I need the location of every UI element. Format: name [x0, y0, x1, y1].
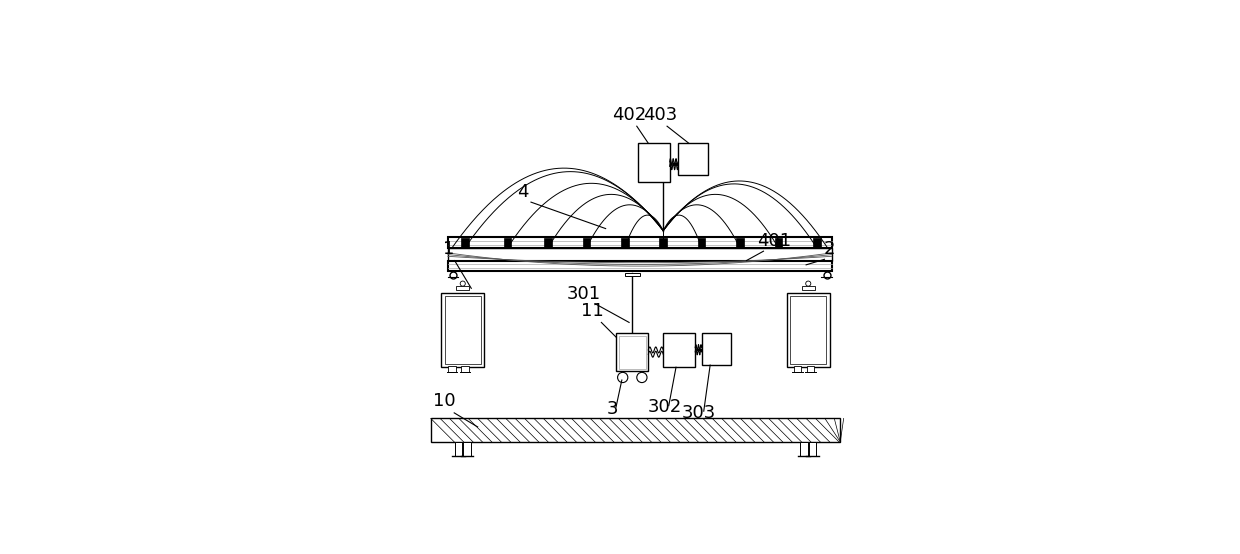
Bar	[808, 442, 816, 455]
Text: 3: 3	[606, 400, 618, 418]
Bar	[806, 366, 815, 372]
Bar	[619, 336, 646, 369]
Bar	[813, 238, 821, 248]
Bar	[583, 238, 590, 248]
Bar	[448, 260, 832, 271]
Circle shape	[806, 281, 811, 286]
Text: 401: 401	[758, 232, 791, 250]
Bar	[698, 238, 706, 248]
Bar	[441, 293, 484, 367]
Bar	[461, 238, 469, 248]
Bar	[544, 238, 552, 248]
Text: 402: 402	[613, 106, 646, 124]
Circle shape	[618, 372, 627, 383]
Bar	[461, 366, 469, 372]
Text: 10: 10	[433, 392, 456, 409]
Bar	[456, 286, 469, 290]
Text: 2: 2	[823, 240, 836, 258]
Text: 1: 1	[443, 240, 454, 258]
Bar	[616, 333, 649, 372]
Circle shape	[460, 281, 465, 286]
Bar	[503, 238, 511, 248]
Bar	[678, 143, 708, 175]
Bar	[455, 442, 463, 455]
Text: 4: 4	[517, 183, 528, 201]
Bar	[637, 143, 670, 182]
Bar	[702, 333, 732, 365]
Text: 11: 11	[580, 302, 604, 320]
Text: 302: 302	[647, 398, 682, 416]
Text: 403: 403	[644, 106, 677, 124]
Bar	[737, 238, 744, 248]
Bar	[794, 366, 801, 372]
Text: 301: 301	[567, 285, 600, 303]
Bar	[775, 238, 782, 248]
Bar	[787, 293, 830, 367]
Bar	[464, 442, 471, 455]
Circle shape	[637, 372, 647, 383]
Bar	[790, 296, 826, 364]
Bar	[800, 442, 807, 455]
Bar	[802, 286, 815, 290]
Bar	[448, 248, 832, 260]
Bar	[663, 333, 696, 367]
Bar	[660, 238, 667, 248]
Bar	[448, 366, 456, 372]
Bar	[448, 237, 832, 248]
Bar	[621, 238, 629, 248]
Bar	[445, 296, 481, 364]
Text: 303: 303	[682, 404, 715, 422]
Bar	[625, 273, 640, 276]
Bar	[430, 418, 841, 442]
